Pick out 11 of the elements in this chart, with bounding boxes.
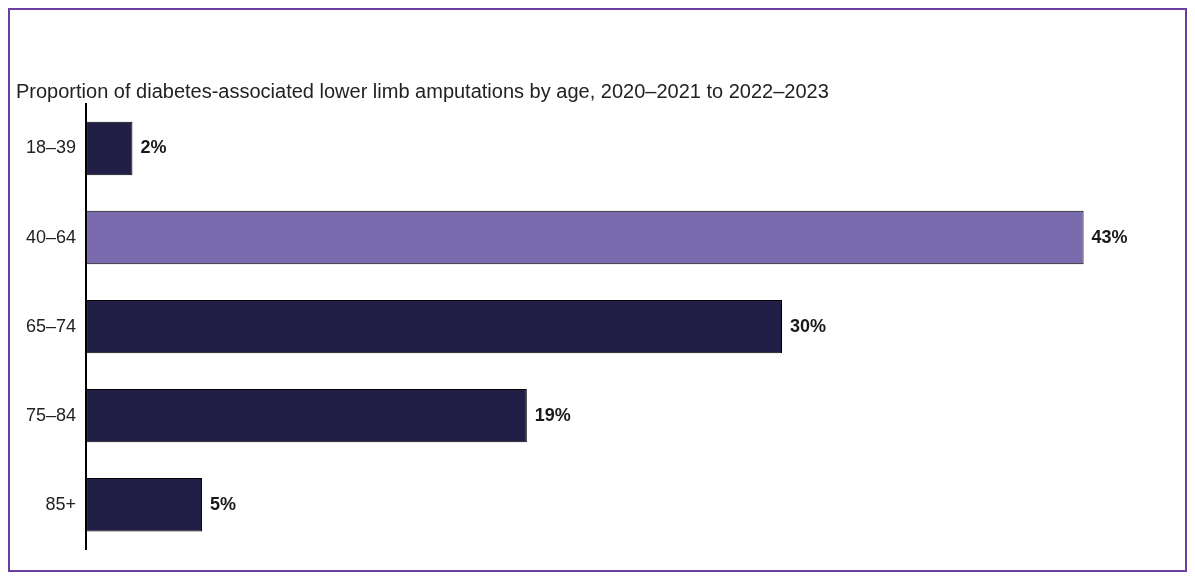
y-tick-label: 85+: [45, 493, 77, 514]
data-label: 2%: [140, 137, 167, 158]
data-label: 30%: [790, 315, 827, 336]
data-label: 43%: [1091, 226, 1128, 247]
data-label: 5%: [210, 493, 237, 514]
y-tick-label: 18–39: [25, 137, 77, 158]
chart-title: Proportion of diabetes-associated lower limb amputations by age, 2020–2021 to 2022–2023: [16, 79, 829, 102]
y-tick-label: 65–74: [25, 315, 77, 336]
y-tick-label: 40–64: [25, 226, 77, 247]
y-tick-label: 75–84: [25, 404, 77, 425]
data-label: 19%: [534, 404, 571, 425]
